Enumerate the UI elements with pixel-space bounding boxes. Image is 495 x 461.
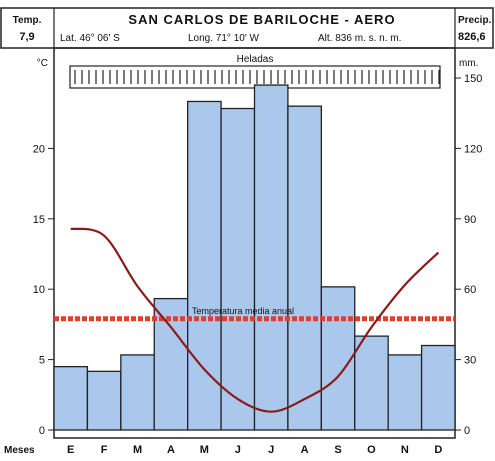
- month-label: N: [401, 444, 409, 456]
- mean-temperature-label: Temperatura media anual: [192, 306, 294, 316]
- month-label: J: [235, 444, 241, 456]
- station-latitude: Lat. 46° 06' S: [60, 33, 120, 44]
- precipitation-bar: [220, 107, 256, 431]
- left-tick-label: 15: [33, 214, 45, 226]
- precipitation-bar: [287, 105, 322, 431]
- precipitation-bar: [420, 344, 456, 431]
- month-label: M: [133, 444, 142, 456]
- left-tick-label: 0: [39, 425, 45, 437]
- precipitation-bars: [53, 84, 456, 431]
- precipitation-bar: [387, 354, 423, 431]
- right-tick-label: 30: [464, 355, 476, 367]
- temperature-line-group: [70, 227, 440, 413]
- left-tick-label: 20: [33, 143, 45, 155]
- precipitation-bar: [187, 100, 222, 431]
- month-label: J: [268, 444, 274, 456]
- left-axis-unit: °C: [37, 58, 48, 69]
- frost-band-hatching: [74, 70, 440, 84]
- right-tick-label: 150: [464, 73, 482, 85]
- precipitation-bar: [253, 84, 289, 431]
- station-longitude: Long. 71° 10' W: [188, 33, 260, 44]
- temperature-line: [70, 227, 440, 413]
- month-label: F: [101, 444, 108, 456]
- header-precip-label: Precip.: [458, 15, 492, 26]
- precipitation-bar: [320, 286, 356, 431]
- plot-frame: [53, 47, 456, 439]
- right-tick-label: 0: [464, 425, 470, 437]
- left-axis-ticks: 0 5 10 15 20: [33, 143, 54, 437]
- precipitation-bar: [354, 335, 389, 431]
- frost-band-label: Heladas: [237, 54, 274, 65]
- month-label: O: [367, 444, 376, 456]
- right-axis-ticks: 0 30 60 90 120 150: [455, 73, 482, 437]
- month-label: M: [200, 444, 209, 456]
- header-precip-value: 826,6: [458, 31, 486, 43]
- precipitation-bar: [53, 365, 89, 431]
- station-altitude: Alt. 836 m. s. n. m.: [318, 33, 401, 44]
- category-axis-label: Meses: [4, 445, 35, 456]
- month-label: S: [334, 444, 341, 456]
- header: Temp. 7,9 SAN CARLOS DE BARILOCHE - AERO…: [0, 7, 494, 49]
- header-temp-value: 7,9: [19, 31, 34, 43]
- left-tick-label: 5: [39, 355, 45, 367]
- precipitation-bar: [120, 354, 155, 431]
- chart-title: SAN CARLOS DE BARILOCHE - AERO: [128, 12, 395, 27]
- frost-band: Heladas: [69, 54, 441, 89]
- month-label: E: [67, 444, 74, 456]
- header-temp-label: Temp.: [13, 15, 42, 26]
- right-axis-unit: mm.: [459, 58, 478, 69]
- right-tick-label: 120: [464, 143, 482, 155]
- month-label: A: [301, 444, 309, 456]
- reference-line-group: Temperatura media anual: [54, 306, 455, 322]
- month-label: D: [434, 444, 442, 456]
- right-tick-label: 60: [464, 284, 476, 296]
- month-label: A: [167, 444, 175, 456]
- left-tick-label: 10: [33, 284, 45, 296]
- right-tick-label: 90: [464, 214, 476, 226]
- precipitation-bar: [86, 370, 122, 431]
